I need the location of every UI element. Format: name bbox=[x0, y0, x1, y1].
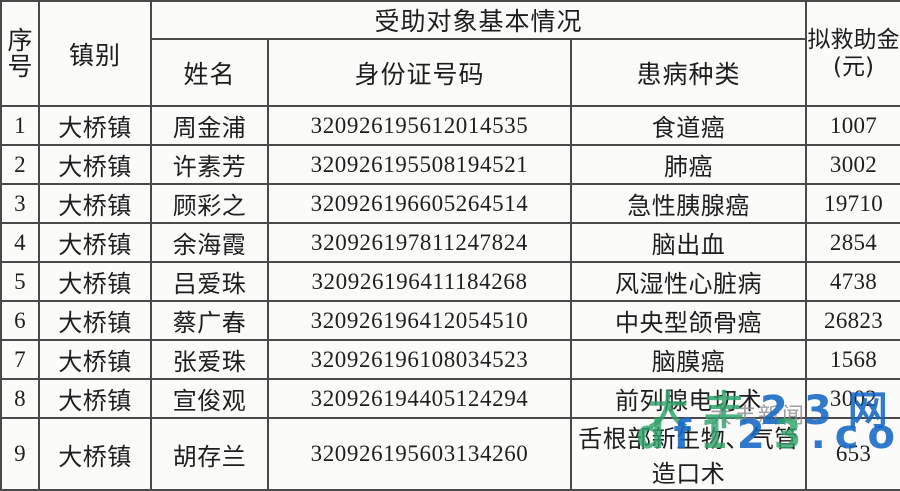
cell-town: 大桥镇 bbox=[39, 145, 151, 184]
table-row: 5 大桥镇 吕爱珠 320926196411184268 风湿性心脏病 4738 bbox=[1, 262, 900, 301]
table-body: 1 大桥镇 周金浦 320926195612014535 食道癌 1007 2 … bbox=[1, 106, 900, 490]
cell-id-number: 320926197811247824 bbox=[268, 223, 571, 262]
cell-index: 5 bbox=[1, 262, 39, 301]
cell-town: 大桥镇 bbox=[39, 262, 151, 301]
cell-name: 周金浦 bbox=[151, 106, 268, 145]
cell-name: 顾彩之 bbox=[151, 184, 268, 223]
cell-id-number: 320926195612014535 bbox=[268, 106, 571, 145]
cell-amount: 19710 bbox=[806, 184, 900, 223]
cell-id-number: 320926196411184268 bbox=[268, 262, 571, 301]
cell-index: 4 bbox=[1, 223, 39, 262]
column-header-amount: 拟救助金(元) bbox=[806, 1, 900, 106]
cell-index: 8 bbox=[1, 379, 39, 418]
cell-amount: 1007 bbox=[806, 106, 900, 145]
cell-amount: 653 bbox=[806, 418, 900, 490]
cell-illness: 急性胰腺癌 bbox=[571, 184, 806, 223]
cell-name: 余海霞 bbox=[151, 223, 268, 262]
cell-name: 吕爱珠 bbox=[151, 262, 268, 301]
cell-town: 大桥镇 bbox=[39, 379, 151, 418]
cell-amount: 4738 bbox=[806, 262, 900, 301]
cell-illness: 前列腺电切术 bbox=[571, 379, 806, 418]
cell-id-number: 320926196108034523 bbox=[268, 340, 571, 379]
header-row-top: 序号 镇别 受助对象基本情况 拟救助金(元) bbox=[1, 1, 900, 39]
cell-index: 7 bbox=[1, 340, 39, 379]
cell-amount: 26823 bbox=[806, 301, 900, 340]
cell-index: 6 bbox=[1, 301, 39, 340]
column-header-id-number: 身份证号码 bbox=[268, 39, 571, 106]
table-row: 6 大桥镇 蔡广春 320926196412054510 中央型颌骨癌 2682… bbox=[1, 301, 900, 340]
cell-name: 张爱珠 bbox=[151, 340, 268, 379]
cell-town: 大桥镇 bbox=[39, 301, 151, 340]
table-row: 4 大桥镇 余海霞 320926197811247824 脑出血 2854 bbox=[1, 223, 900, 262]
cell-illness: 肺癌 bbox=[571, 145, 806, 184]
cell-index: 9 bbox=[1, 418, 39, 490]
cell-illness: 中央型颌骨癌 bbox=[571, 301, 806, 340]
cell-index: 1 bbox=[1, 106, 39, 145]
cell-index: 2 bbox=[1, 145, 39, 184]
cell-town: 大桥镇 bbox=[39, 223, 151, 262]
column-header-group-title: 受助对象基本情况 bbox=[151, 1, 806, 39]
cell-illness: 食道癌 bbox=[571, 106, 806, 145]
cell-town: 大桥镇 bbox=[39, 106, 151, 145]
cell-amount: 3002 bbox=[806, 379, 900, 418]
table-row: 1 大桥镇 周金浦 320926195612014535 食道癌 1007 bbox=[1, 106, 900, 145]
cell-amount: 3002 bbox=[806, 145, 900, 184]
cell-illness: 舌根部新生物、气管造口术 bbox=[571, 418, 806, 490]
table-row: 2 大桥镇 许素芳 320926195508194521 肺癌 3002 bbox=[1, 145, 900, 184]
table-row: 3 大桥镇 顾彩之 320926196605264514 急性胰腺癌 19710 bbox=[1, 184, 900, 223]
cell-town: 大桥镇 bbox=[39, 184, 151, 223]
table-row: 9 大桥镇 胡存兰 320926195603134260 舌根部新生物、气管造口… bbox=[1, 418, 900, 490]
cell-id-number: 320926196605264514 bbox=[268, 184, 571, 223]
cell-town: 大桥镇 bbox=[39, 418, 151, 490]
table-row: 7 大桥镇 张爱珠 320926196108034523 脑膜癌 1568 bbox=[1, 340, 900, 379]
cell-name: 许素芳 bbox=[151, 145, 268, 184]
column-header-index: 序号 bbox=[1, 1, 39, 106]
cell-illness: 脑膜癌 bbox=[571, 340, 806, 379]
cell-index: 3 bbox=[1, 184, 39, 223]
document-sheet: 序号 镇别 受助对象基本情况 拟救助金(元) 姓名 身份证号码 患病种类 1 大… bbox=[0, 0, 900, 468]
cell-town: 大桥镇 bbox=[39, 340, 151, 379]
column-header-town: 镇别 bbox=[39, 1, 151, 106]
cell-illness: 脑出血 bbox=[571, 223, 806, 262]
cell-name: 胡存兰 bbox=[151, 418, 268, 490]
cell-amount: 1568 bbox=[806, 340, 900, 379]
cell-name: 蔡广春 bbox=[151, 301, 268, 340]
column-header-illness: 患病种类 bbox=[571, 39, 806, 106]
cell-name: 宣俊观 bbox=[151, 379, 268, 418]
cell-id-number: 320926196412054510 bbox=[268, 301, 571, 340]
cell-id-number: 320926195508194521 bbox=[268, 145, 571, 184]
table-header: 序号 镇别 受助对象基本情况 拟救助金(元) 姓名 身份证号码 患病种类 bbox=[1, 1, 900, 106]
cell-illness: 风湿性心脏病 bbox=[571, 262, 806, 301]
column-header-name: 姓名 bbox=[151, 39, 268, 106]
table-row: 8 大桥镇 宣俊观 320926194405124294 前列腺电切术 3002 bbox=[1, 379, 900, 418]
cell-amount: 2854 bbox=[806, 223, 900, 262]
cell-id-number: 320926195603134260 bbox=[268, 418, 571, 490]
cell-id-number: 320926194405124294 bbox=[268, 379, 571, 418]
